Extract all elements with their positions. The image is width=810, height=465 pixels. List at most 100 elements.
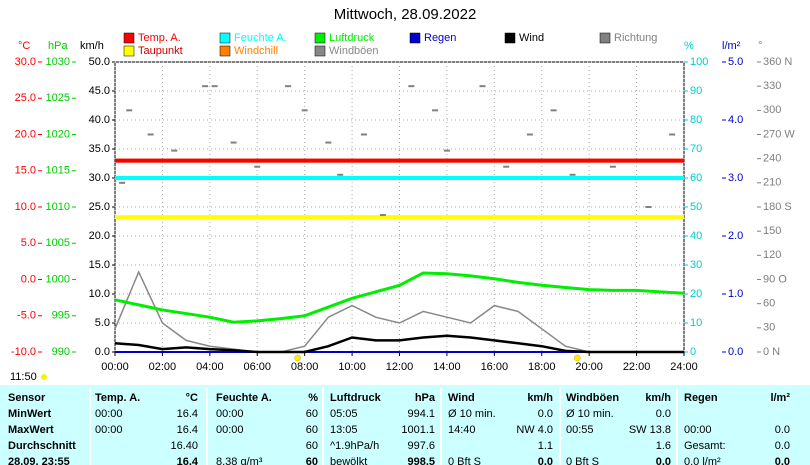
axis-unit: °C (18, 40, 30, 52)
table-header: Windböen (566, 392, 619, 404)
y-tick-label: 0 (690, 346, 696, 358)
x-tick-label: 16:00 (481, 361, 509, 373)
table-header: Temp. A. (95, 392, 140, 404)
y-tick-label: 240 (763, 153, 781, 165)
y-tick-label: 30 (690, 259, 702, 271)
table-cell: 60 (306, 456, 318, 465)
y-tick-label: 20 (690, 288, 702, 300)
y-tick-label: 1000 (46, 273, 70, 285)
y-tick-label: 80 (690, 114, 702, 126)
table-header: Wind (448, 392, 475, 404)
table-header: % (308, 392, 318, 404)
table-header: l/m² (770, 392, 790, 404)
legend-label: Windchill (234, 45, 278, 57)
legend-swatch (123, 45, 135, 57)
y-tick-label: 90 O (763, 273, 787, 285)
y-tick-label: 150 (763, 225, 781, 237)
table-cell: 60 (306, 424, 318, 436)
table-cell: 13:05 (330, 424, 358, 436)
y-tick-label: 90 (690, 85, 702, 97)
x-tick-label: 02:00 (149, 361, 177, 373)
table-cell: 0.0 (775, 440, 790, 452)
series-line (114, 271, 685, 324)
table-cell: 00:00 (95, 408, 123, 420)
table-header: Feuchte A. (216, 392, 272, 404)
y-tick-label: 0.0 (728, 346, 743, 358)
legend-swatch (504, 32, 516, 44)
y-tick-label: 50 (690, 201, 702, 213)
legend-swatch (123, 32, 135, 44)
y-tick-label: 360 N (763, 56, 792, 68)
series-line (114, 334, 684, 354)
y-tick-label: 2.0 (728, 230, 743, 242)
table-cell: 0.0 l/m² (684, 456, 721, 465)
y-tick-label: -5.0 (17, 310, 36, 322)
legend-swatch (314, 45, 326, 57)
axis-unit: % (684, 40, 694, 52)
sunrise-marker (294, 354, 301, 362)
table-cell: 16.4 (177, 408, 198, 420)
y-tick-label: 35.0 (89, 143, 110, 155)
legend-label: Taupunkt (138, 45, 183, 57)
y-tick-label: 70 (690, 143, 702, 155)
y-tick-label: 45.0 (89, 85, 110, 97)
y-tick-label: 60 (763, 298, 775, 310)
y-tick-label: 30.0 (89, 172, 110, 184)
table-cell: 0.0 (538, 408, 553, 420)
table-cell: 998.5 (407, 456, 435, 465)
legend-label: Regen (424, 32, 456, 44)
y-tick-label: 30 (763, 322, 775, 334)
sun-icon (41, 374, 47, 380)
y-tick-label: 210 (763, 177, 781, 189)
y-tick-label: -10.0 (11, 346, 36, 358)
x-tick-label: 22:00 (623, 361, 651, 373)
table-cell: MinWert (8, 408, 52, 420)
table-cell: 1001.1 (401, 424, 435, 436)
y-tick-label: 10 (690, 317, 702, 329)
y-tick-label: 3.0 (728, 172, 743, 184)
axis-unit: km/h (80, 40, 104, 52)
x-tick-label: 24:00 (670, 361, 698, 373)
x-tick-label: 06:00 (243, 361, 271, 373)
axis-unit: hPa (48, 40, 68, 52)
table-cell: 0.0 (656, 456, 671, 465)
table-cell: 00:00 (216, 424, 244, 436)
y-tick-label: 4.0 (728, 114, 743, 126)
axis-unit: l/m² (722, 40, 741, 52)
table-cell: 14:40 (448, 424, 476, 436)
chart-title: Mittwoch, 28.09.2022 (334, 6, 477, 23)
x-tick-label: 18:00 (528, 361, 556, 373)
table-cell: 0 Bft S (566, 456, 599, 465)
y-tick-label: 25.0 (89, 201, 110, 213)
legend-label: Richtung (614, 32, 657, 44)
x-tick-label: 14:00 (433, 361, 461, 373)
table-header: hPa (415, 392, 436, 404)
y-tick-label: 10.0 (15, 201, 36, 213)
table-cell: 16.4 (177, 456, 199, 465)
legend-swatch (219, 45, 231, 57)
y-tick-label: 40 (690, 230, 702, 242)
y-tick-label: 50.0 (89, 56, 110, 68)
legend-swatch (219, 32, 231, 44)
table-cell: 05:05 (330, 408, 358, 420)
y-tick-label: 5.0 (21, 237, 36, 249)
y-tick-label: 20.0 (15, 128, 36, 140)
y-tick-label: 15.0 (89, 259, 110, 271)
y-tick-label: 330 (763, 80, 781, 92)
y-tick-label: 5.0 (95, 317, 110, 329)
x-tick-label: 20:00 (575, 361, 603, 373)
y-tick-label: 1010 (46, 201, 70, 213)
x-tick-label: 00:00 (101, 361, 129, 373)
y-tick-label: 0.0 (95, 346, 110, 358)
y-tick-label: 5.0 (728, 56, 743, 68)
y-tick-label: 20.0 (89, 230, 110, 242)
table-header: Luftdruck (330, 392, 382, 404)
table-cell: 1.6 (656, 440, 671, 452)
table-cell: 60 (306, 440, 318, 452)
table-cell: ^1.9hPa/h (330, 440, 379, 452)
table-cell: 16.40 (170, 440, 198, 452)
table-cell: SW 13.8 (629, 424, 671, 436)
legend-label: Luftdruck (329, 32, 375, 44)
